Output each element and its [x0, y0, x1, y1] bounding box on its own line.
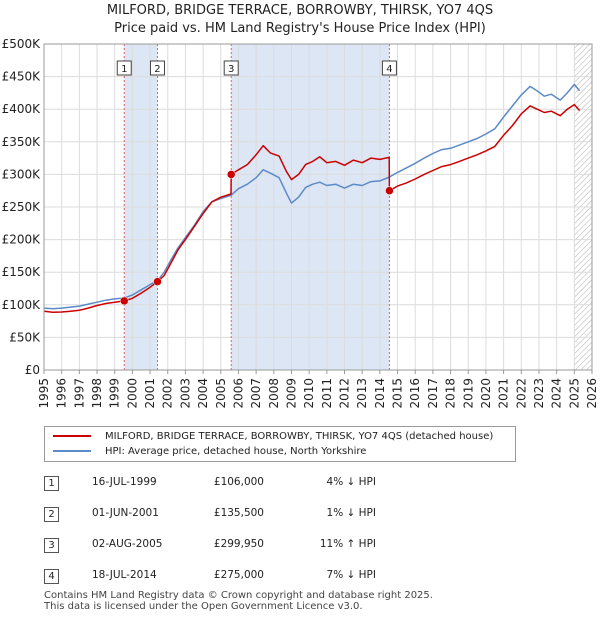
x-tick-label: 2019: [461, 378, 475, 409]
transaction-row: 1 16-JUL-1999 £106,000 4% ↓ HPI: [44, 476, 564, 496]
y-tick-label: £500K: [2, 37, 42, 51]
property-price-line: [43, 103, 581, 314]
x-tick-label: 2008: [267, 378, 281, 409]
x-tick-label: 2010: [302, 378, 316, 409]
x-tick-label: 2014: [373, 378, 387, 409]
footer-copyright: Contains HM Land Registry data © Crown c…: [44, 590, 433, 601]
sale-flag-box: [116, 60, 132, 76]
x-tick-label: 2005: [214, 378, 228, 409]
transaction-date: 16-JUL-1999: [92, 476, 157, 488]
x-tick-label: 2012: [338, 378, 352, 409]
x-tick-label: 2006: [231, 378, 245, 409]
transaction-row: 4 18-JUL-2014 £275,000 7% ↓ HPI: [44, 569, 564, 589]
footer: Contains HM Land Registry data © Crown c…: [44, 590, 433, 612]
x-tick-label: 2026: [585, 378, 599, 409]
sale-point: [153, 277, 162, 286]
transaction-number: 4: [44, 569, 59, 584]
x-tick-label: 2000: [125, 378, 139, 409]
x-tick-label: 1999: [108, 378, 122, 409]
price-chart: MILFORD, BRIDGE TERRACE, BORROWBY, THIRS…: [2, 3, 599, 409]
x-tick-label: 2024: [550, 378, 564, 409]
x-tick-label: 1997: [72, 378, 86, 409]
transaction-number: 3: [44, 538, 59, 553]
legend-swatch-property: [53, 435, 91, 437]
hpi-line: [43, 83, 581, 310]
legend-item-property: MILFORD, BRIDGE TERRACE, BORROWBY, THIRS…: [53, 430, 493, 444]
x-tick-label: 1995: [37, 378, 51, 409]
y-tick-label: £200K: [2, 233, 42, 247]
x-tick-label: 2013: [355, 378, 369, 409]
x-tick-label: 2007: [249, 378, 263, 409]
transaction-price: £299,950: [213, 538, 264, 550]
sale-flag-label: 1: [121, 64, 127, 75]
y-tick-label: £400K: [2, 102, 42, 116]
sale-flag-label: 2: [154, 64, 160, 75]
transaction-date: 02-AUG-2005: [92, 538, 163, 550]
transaction-price: £106,000: [213, 476, 264, 488]
chart-subtitle: Price paid vs. HM Land Registry's House …: [114, 21, 486, 36]
y-tick-label: £250K: [2, 200, 42, 214]
sale-point: [120, 296, 129, 306]
transaction-price: £135,500: [213, 507, 264, 519]
transaction-hpi: 1% ↓ HPI: [326, 507, 376, 519]
y-tick-label: £300K: [2, 167, 42, 181]
sale-flag-box: [149, 60, 165, 76]
legend: MILFORD, BRIDGE TERRACE, BORROWBY, THIRS…: [44, 426, 516, 462]
sale-flag-label: 3: [228, 64, 234, 75]
x-tick-label: 2009: [284, 378, 298, 409]
chart-title: MILFORD, BRIDGE TERRACE, BORROWBY, THIRS…: [107, 3, 493, 18]
plot-frame: [43, 43, 593, 371]
x-tick-label: 2020: [479, 378, 493, 409]
x-tick-label: 2023: [532, 378, 546, 409]
transaction-hpi: 4% ↓ HPI: [326, 476, 376, 488]
sale-point: [385, 186, 394, 195]
x-tick-label: 2002: [161, 378, 175, 409]
transaction-date: 01-JUN-2001: [92, 507, 159, 519]
transaction-date: 18-JUL-2014: [92, 569, 157, 581]
x-tick-label: 2025: [567, 378, 581, 409]
legend-item-hpi: HPI: Average price, detached house, Nort…: [53, 445, 366, 459]
transaction-number: 2: [44, 507, 59, 522]
x-tick-label: 2016: [408, 378, 422, 409]
x-tick-label: 2022: [514, 378, 528, 409]
y-tick-label: £0: [25, 363, 40, 377]
x-tick-label: 2015: [391, 378, 405, 409]
x-tick-label: 1996: [55, 378, 69, 409]
y-tick-label: £100K: [2, 298, 42, 312]
y-tick-label: £450K: [2, 70, 42, 84]
y-tick-label: £150K: [2, 265, 42, 279]
x-tick-label: 2003: [178, 378, 192, 409]
footer-licence: This data is licensed under the Open Gov…: [44, 601, 363, 612]
x-tick-label: 2011: [320, 378, 334, 409]
sale-flag-label: 4: [386, 64, 392, 75]
x-tick-label: 2018: [444, 378, 458, 409]
sale-flag-box: [381, 60, 397, 76]
transaction-row: 2 01-JUN-2001 £135,500 1% ↓ HPI: [44, 507, 564, 527]
transaction-hpi: 11% ↑ HPI: [319, 538, 376, 550]
x-tick-label: 2017: [426, 378, 440, 409]
legend-label-property: MILFORD, BRIDGE TERRACE, BORROWBY, THIRS…: [105, 431, 494, 442]
legend-swatch-hpi: [53, 450, 91, 452]
legend-label-hpi: HPI: Average price, detached house, Nort…: [105, 446, 367, 457]
transaction-hpi: 7% ↓ HPI: [326, 569, 376, 581]
x-tick-label: 2001: [143, 378, 157, 409]
x-tick-label: 1998: [90, 378, 104, 409]
transaction-price: £275,000: [213, 569, 264, 581]
transaction-number: 1: [44, 476, 59, 491]
x-tick-label: 2021: [497, 378, 511, 409]
sale-point: [226, 170, 236, 179]
transaction-row: 3 02-AUG-2005 £299,950 11% ↑ HPI: [44, 538, 564, 558]
y-tick-label: £350K: [2, 135, 42, 149]
sale-flag-box: [223, 60, 239, 76]
y-tick-label: £50K: [9, 330, 41, 344]
x-tick-label: 2004: [196, 378, 210, 409]
